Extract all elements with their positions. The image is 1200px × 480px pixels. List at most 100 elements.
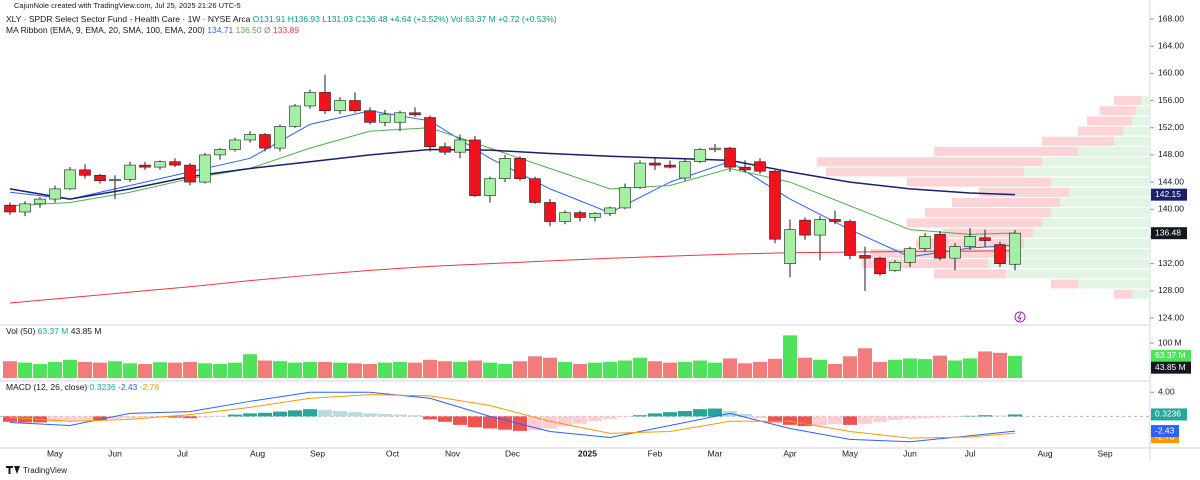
candle-body <box>889 261 901 271</box>
macd-hist <box>678 410 692 417</box>
macd-hist <box>738 413 752 417</box>
macd-hist <box>948 416 962 418</box>
candle-body <box>79 169 91 176</box>
macd-hist <box>888 416 902 421</box>
x-tick-label: Dec <box>505 448 521 458</box>
candle-body <box>694 149 706 163</box>
y-tick-label: 132.00 <box>1158 258 1184 268</box>
volume-bar <box>258 360 272 378</box>
volume-bar <box>828 364 842 378</box>
macd-hist <box>918 416 932 419</box>
candle-body <box>214 149 226 156</box>
volume-bar <box>678 361 692 378</box>
ma-line <box>9 148 1016 200</box>
candle-body <box>814 219 826 236</box>
macd-hist <box>93 416 107 421</box>
event-icon <box>1014 311 1026 323</box>
candle-body <box>124 164 136 180</box>
macd-hist <box>903 416 917 419</box>
volume-bar <box>168 362 182 378</box>
candle-body <box>139 164 151 168</box>
profile-down <box>1114 289 1132 299</box>
volume-bar <box>738 363 752 378</box>
macd-hist <box>963 415 977 417</box>
volume-bar <box>498 364 512 378</box>
volume-bar <box>408 362 422 378</box>
candle-body <box>574 212 586 218</box>
volume-bar <box>63 359 77 378</box>
x-tick-label: 2025 <box>578 448 597 458</box>
volume-bar <box>588 362 602 378</box>
candle-body <box>619 187 631 209</box>
x-tick-label: May <box>47 448 64 458</box>
profile-up <box>1135 106 1150 116</box>
macd-hist <box>183 416 197 419</box>
profile-down <box>826 167 1024 177</box>
volume-ma: 43.85 M <box>71 326 102 336</box>
volume-bar <box>123 363 137 378</box>
volume-bar <box>753 361 767 378</box>
macd-hist <box>498 416 512 430</box>
volume-bar <box>708 362 722 378</box>
ma-title: MA Ribbon (EMA, 9, EMA, 20, SMA, 100, EM… <box>6 25 205 35</box>
candle-body <box>394 112 406 123</box>
volume-bar <box>873 361 887 378</box>
macd-hist <box>813 416 827 426</box>
macd-hist <box>213 415 227 417</box>
profile-up <box>1033 228 1150 238</box>
profile-down <box>952 197 1060 207</box>
macd-hist <box>1008 414 1022 417</box>
candle-body <box>379 113 391 123</box>
volume-bar <box>843 356 857 378</box>
profile-down <box>1051 279 1078 289</box>
macd-hist <box>363 413 377 417</box>
volume-ma-label: 43.85 M <box>1155 362 1186 372</box>
candle-body <box>109 179 121 182</box>
candle-body <box>829 219 841 222</box>
ma-line <box>9 127 1016 235</box>
candle-body <box>439 146 451 153</box>
volume-bar <box>813 359 827 378</box>
candle-body <box>934 234 946 259</box>
volume-bar <box>438 361 452 378</box>
macd-hist <box>603 416 617 419</box>
candle-body <box>19 203 31 213</box>
macd-hist <box>858 416 872 424</box>
y-tick-label: 168.00 <box>1158 13 1184 23</box>
x-tick-label: Mar <box>708 448 723 458</box>
volume-bar <box>3 361 17 378</box>
symbol: XLY · SPDR Select Sector Fund - Health C… <box>6 14 251 24</box>
macd-hist <box>573 416 587 424</box>
macd-hist-value: 0.3236 <box>90 382 116 392</box>
y-tick-label: 164.00 <box>1158 40 1184 50</box>
y-tick-label: 156.00 <box>1158 95 1184 105</box>
profile-up <box>1078 147 1150 157</box>
candle-body <box>34 198 46 205</box>
candle-body <box>484 178 496 196</box>
macd-hist <box>48 416 62 422</box>
macd-hist <box>408 415 422 417</box>
macd-hist <box>123 416 137 419</box>
profile-down <box>907 177 1051 187</box>
volume-bar <box>603 361 617 378</box>
ema200-label-box <box>1151 188 1187 201</box>
candle-body <box>319 92 331 112</box>
volume-bar <box>378 362 392 378</box>
macd-hist <box>933 416 947 418</box>
candle-body <box>709 147 721 150</box>
y-tick-label: 148.00 <box>1158 149 1184 159</box>
y-tick-label: 100 M <box>1158 337 1182 347</box>
profile-up <box>1060 197 1150 207</box>
profile-down <box>925 208 1051 218</box>
profile-up <box>1078 279 1150 289</box>
volume-bar <box>858 348 872 378</box>
volume-bar <box>288 362 302 378</box>
candle-body <box>424 117 436 148</box>
profile-down <box>862 259 988 269</box>
x-tick-label: Jul <box>965 448 976 458</box>
profile-up <box>1069 187 1150 197</box>
candle-body <box>514 158 526 179</box>
macd-hist <box>993 415 1007 417</box>
x-tick-label: Sep <box>1097 448 1112 458</box>
